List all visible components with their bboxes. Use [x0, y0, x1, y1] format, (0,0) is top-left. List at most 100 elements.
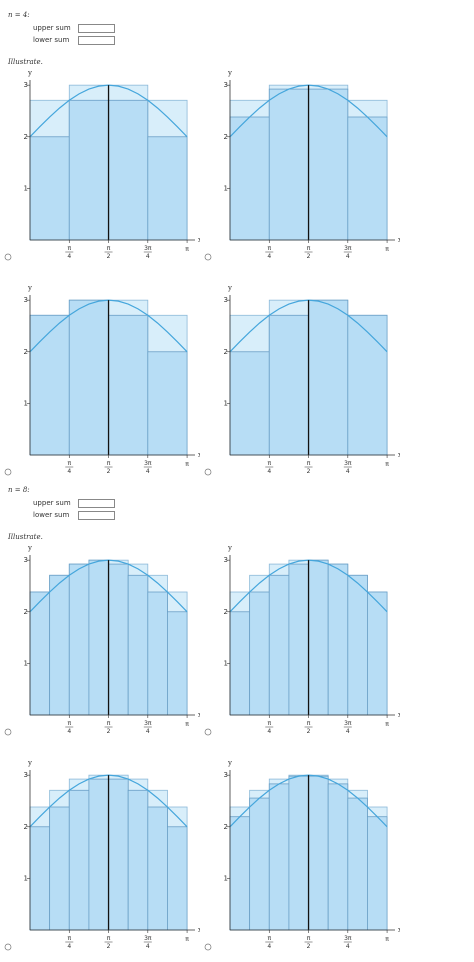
n-label: n = 8: — [8, 486, 30, 494]
sum-rect — [147, 806, 168, 931]
curve — [229, 299, 388, 353]
x-tick-num: 3π — [344, 720, 352, 727]
radio-button[interactable] — [4, 728, 12, 736]
x-tick-num: π — [307, 720, 311, 727]
x-tick-label: π — [185, 246, 189, 253]
radio-button[interactable] — [204, 253, 212, 261]
sum-rect — [249, 591, 270, 716]
x-tick-num: π — [267, 460, 271, 467]
x-axis-label: x — [398, 711, 400, 719]
x-tick-num: π — [267, 935, 271, 942]
y-tick-label: 1 — [24, 184, 28, 192]
x-tick-den: 2 — [307, 943, 311, 950]
y-tick-label: 1 — [24, 659, 28, 667]
sum-rect — [147, 591, 168, 716]
radio-button[interactable] — [4, 253, 12, 261]
x-tick-num: π — [307, 245, 311, 252]
x-tick-label: π — [385, 246, 389, 253]
sum-rect — [147, 351, 188, 456]
answer-input[interactable] — [78, 24, 115, 33]
sum-rect — [29, 314, 70, 456]
x-tick-den: 4 — [346, 253, 350, 260]
sum-rect — [367, 816, 388, 931]
sum-rect — [68, 299, 109, 456]
sum-rect — [29, 136, 70, 241]
x-tick-den: 2 — [307, 468, 311, 475]
radio-button[interactable] — [4, 468, 12, 476]
y-axis-label: y — [27, 759, 32, 767]
x-tick-num: π — [307, 460, 311, 467]
radio-button[interactable] — [4, 943, 12, 951]
y-tick-label: 2 — [24, 608, 28, 616]
radio-button[interactable] — [204, 728, 212, 736]
sum-rect — [108, 314, 149, 456]
sum-rect — [68, 99, 109, 241]
x-tick-den: 2 — [307, 728, 311, 735]
y-tick-label: 2 — [224, 348, 228, 356]
y-axis-label: y — [227, 69, 232, 77]
answer-input[interactable] — [78, 36, 115, 45]
radio-button[interactable] — [204, 468, 212, 476]
x-tick-den: 4 — [146, 253, 150, 260]
sum-rect — [347, 314, 388, 456]
x-tick-num: 3π — [144, 720, 152, 727]
x-tick-den: 4 — [146, 728, 150, 735]
sum-rect — [167, 826, 188, 931]
instruction: Illustrate. — [8, 58, 43, 66]
x-tick-den: 2 — [107, 253, 111, 260]
sum-rect — [127, 789, 149, 931]
sum-rect — [147, 136, 188, 241]
y-tick-label: 1 — [24, 874, 28, 882]
x-tick-den: 4 — [267, 468, 271, 475]
x-tick-den: 4 — [346, 468, 350, 475]
x-axis-label: x — [398, 926, 400, 934]
sum-rect — [268, 314, 309, 456]
answer-input[interactable] — [78, 511, 115, 520]
x-tick-num: π — [107, 460, 111, 467]
sum-rect — [108, 778, 129, 931]
x-tick-num: π — [307, 935, 311, 942]
x-tick-den: 4 — [146, 943, 150, 950]
sum-rect — [308, 775, 329, 931]
sum-rect — [108, 563, 129, 716]
x-tick-num: π — [67, 935, 71, 942]
x-tick-den: 4 — [267, 253, 271, 260]
sum-rect — [288, 563, 309, 716]
sum-rect — [29, 591, 51, 716]
x-tick-den: 4 — [346, 943, 350, 950]
y-tick-label: 2 — [24, 348, 28, 356]
sum-rect — [268, 783, 290, 931]
sum-rect — [88, 559, 109, 716]
y-tick-label: 1 — [224, 399, 228, 407]
y-tick-label: 2 — [224, 608, 228, 616]
y-tick-label: 3 — [224, 556, 228, 564]
x-tick-label: π — [185, 936, 189, 943]
sum-rect — [49, 574, 70, 716]
radio-button[interactable] — [204, 943, 212, 951]
y-axis-label: y — [227, 284, 232, 292]
field-label: upper sum — [33, 24, 71, 32]
x-tick-num: 3π — [144, 935, 152, 942]
y-tick-label: 3 — [24, 771, 28, 779]
sum-rect — [68, 563, 90, 716]
x-tick-den: 4 — [267, 943, 271, 950]
answer-input[interactable] — [78, 499, 115, 508]
x-axis-label: x — [198, 451, 200, 459]
x-tick-den: 2 — [107, 468, 111, 475]
sum-rect — [308, 559, 329, 716]
y-tick-label: 3 — [224, 81, 228, 89]
y-axis-label: y — [227, 544, 232, 552]
y-tick-label: 2 — [24, 823, 28, 831]
x-tick-den: 4 — [67, 253, 71, 260]
sum-rect — [249, 797, 270, 931]
y-tick-label: 1 — [224, 184, 228, 192]
sum-rect — [308, 299, 349, 456]
x-tick-num: π — [107, 720, 111, 727]
